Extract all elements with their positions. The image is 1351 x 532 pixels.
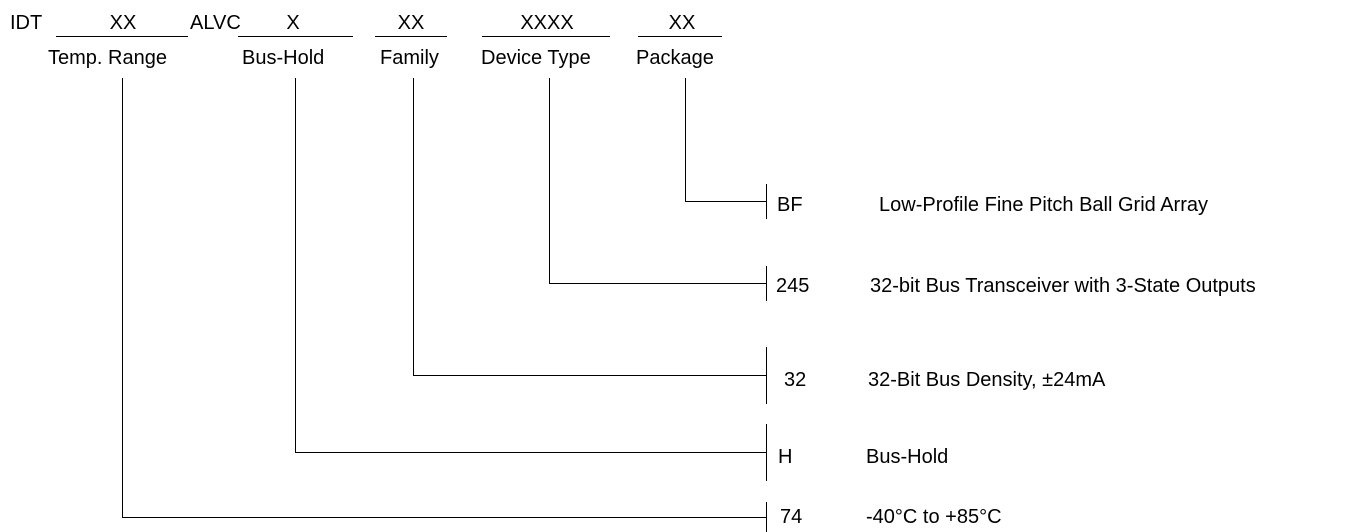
- wire-temp-range: [122, 78, 766, 518]
- option-code-bus-hold: H: [778, 446, 793, 468]
- wire-package: [685, 78, 766, 202]
- label-package: Package: [636, 47, 714, 69]
- option-code-temp-range: 74: [780, 506, 803, 528]
- option-code-package: BF: [777, 194, 803, 216]
- label-bus-hold: Bus-Hold: [242, 47, 325, 69]
- option-code-device-type: 245: [776, 275, 810, 297]
- family-underline: [375, 36, 447, 37]
- option-desc-bus-hold: Bus-Hold: [866, 446, 949, 468]
- option-desc-family: 32-Bit Bus Density, ±24mA: [868, 369, 1106, 391]
- device-underline: [482, 36, 610, 37]
- bushold-field: X: [286, 12, 300, 34]
- option-desc-package: Low-Profile Fine Pitch Ball Grid Array: [879, 194, 1209, 216]
- label-temp-range: Temp. Range: [48, 47, 167, 69]
- label-family: Family: [380, 47, 439, 69]
- prefix-idt: IDT: [10, 12, 43, 34]
- wire-device-type: [549, 78, 766, 284]
- temp-underline: [56, 36, 188, 37]
- alvc-text: ALVC: [190, 12, 241, 34]
- device-field: XXXX: [520, 12, 574, 34]
- family-field: XX: [397, 12, 425, 34]
- wire-family: [413, 78, 766, 376]
- option-desc-device-type: 32-bit Bus Transceiver with 3-State Outp…: [870, 275, 1256, 297]
- temp-field: XX: [109, 12, 137, 34]
- option-code-family: 32: [784, 369, 807, 391]
- option-desc-temp-range: -40°C to +85°C: [866, 506, 1002, 528]
- label-device-type: Device Type: [481, 47, 591, 69]
- package-underline: [638, 36, 722, 37]
- package-field: XX: [668, 12, 696, 34]
- bushold-underline: [238, 36, 353, 37]
- wire-bus-hold: [295, 78, 766, 453]
